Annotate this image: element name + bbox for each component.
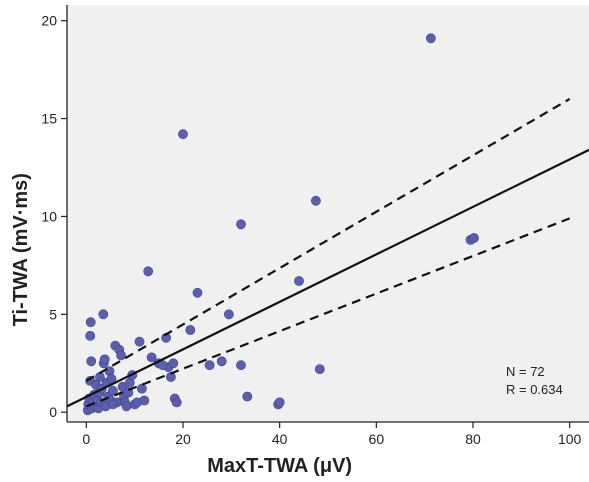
data-point — [134, 336, 145, 347]
data-point — [85, 330, 96, 341]
y-tick-label: 10 — [41, 208, 57, 224]
data-point — [143, 266, 154, 277]
regression-fit-line — [67, 148, 589, 408]
data-point — [108, 399, 118, 410]
y-tick-label: 15 — [41, 111, 57, 127]
y-tick-label: 0 — [49, 404, 57, 420]
confidence-upper-line — [85, 98, 571, 382]
data-point — [116, 350, 126, 361]
y-axis-title: Ti-TWA (mV·ms) — [10, 173, 32, 326]
data-point — [86, 356, 97, 367]
data-point — [121, 401, 132, 412]
annotation-r: R = 0.634 — [506, 382, 563, 397]
data-point — [192, 287, 203, 298]
data-point — [236, 360, 246, 371]
data-point — [216, 356, 227, 367]
data-point — [136, 383, 147, 394]
x-axis-title: MaxT-TWA (μV) — [207, 455, 352, 477]
x-tick-label: 0 — [82, 431, 90, 447]
x-tick-label: 60 — [369, 431, 385, 447]
axes — [61, 5, 589, 428]
data-point — [157, 360, 168, 371]
data-point — [274, 397, 285, 408]
plot-area — [67, 5, 589, 422]
data-point — [425, 33, 436, 44]
annotation-n: N = 72 — [506, 364, 545, 379]
data-point — [310, 195, 321, 206]
data-point — [99, 354, 110, 365]
data-point — [85, 317, 96, 328]
data-point — [98, 309, 109, 320]
x-tick-label: 100 — [558, 431, 582, 447]
tick-labels: 0 20 40 60 80 100 0 5 10 15 20 — [41, 13, 581, 447]
data-point — [242, 391, 253, 402]
regression-lines — [67, 98, 589, 408]
data-point — [236, 219, 246, 230]
data-point — [204, 360, 215, 371]
data-point — [185, 325, 196, 335]
data-point — [178, 129, 188, 140]
data-point — [139, 395, 150, 406]
data-point — [294, 276, 304, 286]
y-tick-label: 5 — [49, 306, 57, 322]
data-points — [82, 33, 479, 416]
data-point — [146, 352, 157, 363]
confidence-lower-line — [85, 217, 571, 408]
data-point — [123, 387, 134, 398]
y-tick-label: 20 — [41, 13, 57, 29]
data-point — [171, 397, 182, 408]
x-tick-label: 20 — [175, 431, 191, 447]
x-tick-label: 40 — [272, 431, 288, 447]
data-point — [168, 358, 179, 369]
data-point — [469, 233, 479, 243]
data-point — [108, 385, 118, 396]
data-point — [223, 309, 234, 320]
data-point — [314, 364, 325, 374]
x-tick-label: 80 — [465, 431, 481, 447]
